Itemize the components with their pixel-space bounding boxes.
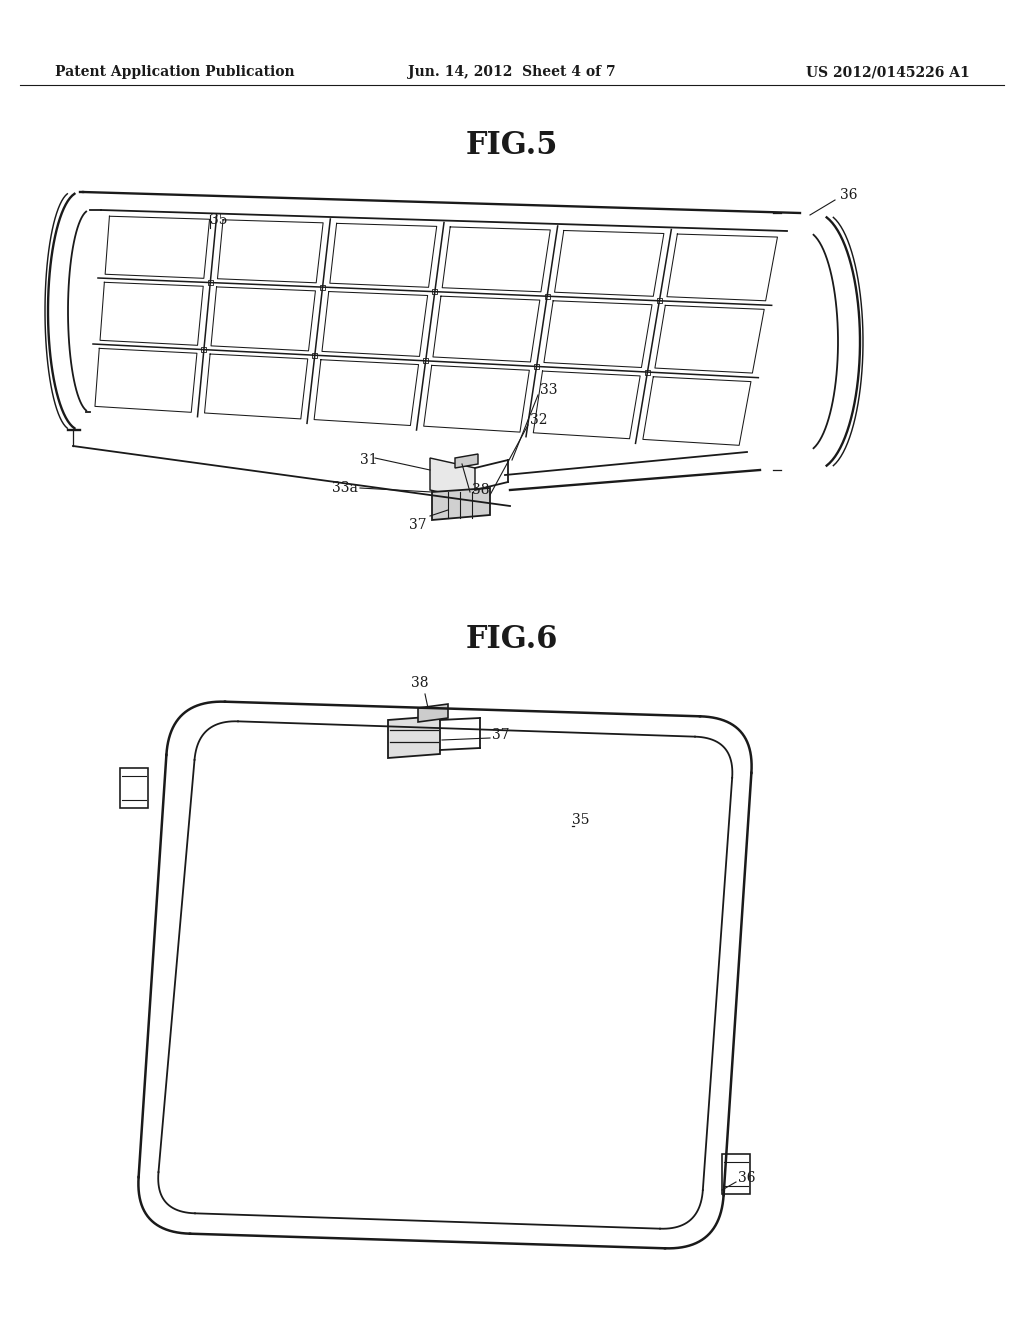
Bar	[645, 370, 650, 375]
Text: 31: 31	[360, 453, 378, 467]
Text: 35: 35	[572, 813, 590, 828]
Polygon shape	[432, 488, 490, 520]
Bar	[535, 364, 539, 370]
Polygon shape	[722, 1154, 750, 1195]
Polygon shape	[388, 715, 440, 758]
Bar	[312, 352, 317, 358]
Polygon shape	[418, 704, 449, 722]
Text: FIG.5: FIG.5	[466, 129, 558, 161]
Text: Patent Application Publication: Patent Application Publication	[55, 65, 295, 79]
Text: 38: 38	[412, 676, 429, 690]
Bar	[208, 280, 213, 285]
Text: 36: 36	[840, 187, 857, 202]
Text: 36: 36	[738, 1171, 756, 1185]
Text: 38: 38	[472, 483, 489, 498]
Polygon shape	[120, 768, 148, 808]
Text: Jun. 14, 2012  Sheet 4 of 7: Jun. 14, 2012 Sheet 4 of 7	[409, 65, 615, 79]
Bar	[321, 285, 325, 289]
Text: 32: 32	[530, 413, 548, 426]
Text: 37: 37	[492, 729, 510, 742]
Polygon shape	[455, 454, 478, 469]
Text: US 2012/0145226 A1: US 2012/0145226 A1	[806, 65, 970, 79]
Bar	[545, 294, 550, 298]
Bar	[423, 358, 428, 363]
Text: 33: 33	[540, 383, 557, 397]
Text: 33a: 33a	[332, 480, 358, 495]
Bar	[432, 289, 437, 294]
Text: 37: 37	[410, 517, 427, 532]
Bar	[656, 298, 662, 304]
Text: 35: 35	[210, 213, 227, 227]
Bar	[202, 347, 207, 352]
Text: FIG.6: FIG.6	[466, 624, 558, 656]
Polygon shape	[430, 458, 475, 500]
